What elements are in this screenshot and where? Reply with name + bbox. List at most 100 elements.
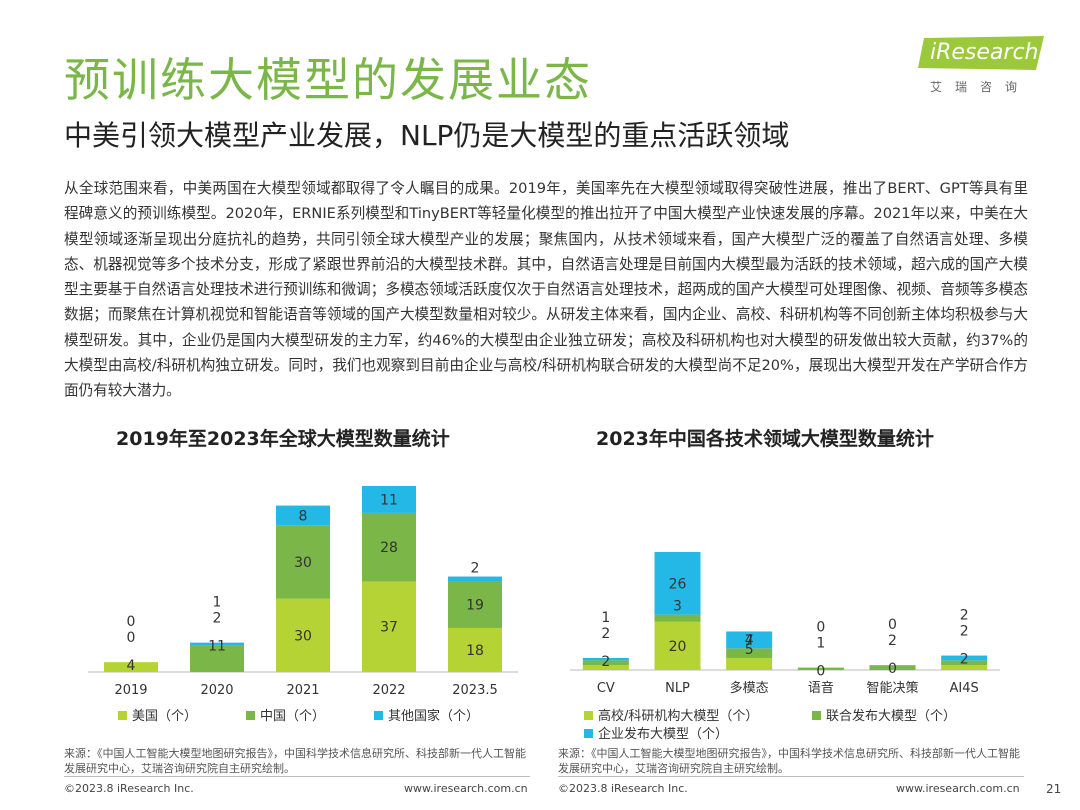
bar-segment-2022-series1 <box>362 581 416 672</box>
x-tick-多模态: 多模态 <box>730 680 769 696</box>
data-label-NLP-1: 26 <box>669 576 687 592</box>
data-label-语音-3: 0 <box>816 664 825 680</box>
legend-swatch-1 <box>584 711 593 720</box>
legend-swatch-2 <box>246 711 255 720</box>
intro-paragraph: 从全球范围来看，中美两国在大模型领域都取得了令人瞩目的成果。2019年，美国率先… <box>64 180 1028 400</box>
bar-segment-多模态-series3 <box>726 631 773 649</box>
data-label-智能决策-2: 2 <box>888 633 897 649</box>
bar-segment-NLP-series1 <box>654 621 701 670</box>
bar-segment-CV-series3 <box>582 657 629 661</box>
chart-title-global: 2019年至2023年全球大模型数量统计 <box>116 428 450 450</box>
x-tick-NLP: NLP <box>665 681 690 696</box>
data-label-CV-2: 2 <box>601 626 610 642</box>
legend-swatch-1 <box>118 711 127 720</box>
chart-title-china: 2023年中国各技术领域大模型数量统计 <box>596 428 934 450</box>
bar-segment-CV-series1 <box>582 665 629 670</box>
page-number: 21 <box>1046 782 1062 796</box>
page-subtitle: 中美引领大模型产业发展，NLP仍是大模型的重点活跃领域 <box>64 119 790 152</box>
x-tick-2019: 2019 <box>114 683 147 698</box>
data-label-AI4S-1: 2 <box>960 608 969 624</box>
data-label-智能决策-3: 0 <box>888 661 897 677</box>
bar-segment-2023.5-series3 <box>448 576 502 582</box>
bar-segment-2019-series1 <box>104 662 158 672</box>
x-tick-语音: 语音 <box>808 680 834 696</box>
logo-shape <box>918 36 1044 70</box>
data-label-2021-3: 30 <box>294 628 312 644</box>
data-label-多模态-2: 4 <box>745 632 754 648</box>
data-label-2021-1: 8 <box>299 508 308 524</box>
source-note-right: 来源：《中国人工智能大模型地图研究报告》，中国科学技术信息研究所、科技部新一代人… <box>558 747 1020 775</box>
footer-copyright-left: ©2023.8 iResearch Inc. <box>64 782 194 795</box>
bar-segment-2022-series3 <box>362 486 416 513</box>
data-label-语音-2: 1 <box>816 636 825 652</box>
source-note-left: 来源：《中国人工智能大模型地图研究报告》，中国科学技术信息研究所、科技部新一代人… <box>64 747 526 775</box>
bar-segment-AI4S-series1 <box>941 665 988 670</box>
legend-label-1: 高校/科研机构大模型（个） <box>598 708 758 724</box>
legend-label-1: 美国（个） <box>132 709 197 724</box>
chart-global-models: 0042019121120208303020211128372022219182… <box>88 486 518 724</box>
chart-china-domains: 122CV26320NLP745多模态010语音020智能决策222AI4S高校… <box>570 552 1000 742</box>
bar-segment-2021-series3 <box>276 505 330 526</box>
x-tick-2023.5: 2023.5 <box>452 683 498 698</box>
data-label-2019-3: 4 <box>127 658 136 674</box>
x-tick-AI4S: AI4S <box>950 681 979 696</box>
data-label-智能决策-1: 0 <box>888 617 897 633</box>
footer-url-left: www.iresearch.com.cn <box>404 782 528 795</box>
logo-subtitle: 艾瑞咨询 <box>930 80 1031 94</box>
footer-divider-right <box>558 776 1024 777</box>
footer-divider-left <box>64 776 530 777</box>
bar-segment-AI4S-series3 <box>941 655 988 661</box>
legend-label-2: 中国（个） <box>260 709 325 724</box>
legend-swatch-3 <box>374 711 383 720</box>
data-label-AI4S-3: 2 <box>960 652 969 668</box>
x-tick-2021: 2021 <box>286 683 319 698</box>
data-label-2022-2: 28 <box>380 540 398 556</box>
data-label-2021-2: 30 <box>294 555 312 571</box>
data-label-2023.5-1: 2 <box>471 561 480 577</box>
footer-copyright-right: ©2023.8 iResearch Inc. <box>558 782 688 795</box>
bar-segment-2022-series2 <box>362 512 416 582</box>
legend-label-2: 联合发布大模型（个） <box>826 708 956 724</box>
bar-segment-2023.5-series2 <box>448 581 502 628</box>
footer-url-right: www.iresearch.com.cn <box>896 782 1020 795</box>
bar-segment-智能决策-series2 <box>869 665 916 670</box>
x-tick-智能决策: 智能决策 <box>866 680 918 696</box>
data-label-2022-1: 11 <box>380 492 398 508</box>
legend-label-3: 企业发布大模型（个） <box>598 726 728 742</box>
bar-segment-2020-series2 <box>190 645 244 672</box>
data-label-2019-2: 0 <box>127 630 136 646</box>
iresearch-logo: iResearch 艾瑞咨询 <box>918 36 1058 96</box>
legend-label-3: 其他国家（个） <box>388 708 479 724</box>
data-label-2020-2: 2 <box>213 611 222 627</box>
bar-segment-2021-series2 <box>276 525 330 599</box>
bar-segment-NLP-series2 <box>654 614 701 622</box>
page-title: 预训练大模型的发展业态 <box>64 53 592 107</box>
data-label-NLP-3: 20 <box>669 639 687 655</box>
x-tick-CV: CV <box>597 681 615 696</box>
legend-swatch-3 <box>584 729 593 738</box>
data-label-2020-3: 11 <box>208 639 226 655</box>
bar-segment-CV-series2 <box>582 660 629 666</box>
bar-segment-2020-series3 <box>190 642 244 646</box>
x-tick-2022: 2022 <box>372 683 405 698</box>
x-tick-2020: 2020 <box>200 683 233 698</box>
bar-segment-多模态-series2 <box>726 648 773 658</box>
data-label-NLP-2: 3 <box>673 599 682 615</box>
data-label-2022-3: 37 <box>380 620 398 636</box>
data-label-CV-1: 1 <box>601 610 610 626</box>
data-label-2019-1: 0 <box>127 614 136 630</box>
data-label-2023.5-3: 18 <box>466 643 484 659</box>
data-label-2023.5-2: 19 <box>466 598 484 614</box>
bar-segment-多模态-series1 <box>726 657 773 670</box>
data-label-AI4S-2: 2 <box>960 624 969 640</box>
bar-segment-2021-series1 <box>276 598 330 672</box>
data-label-语音-1: 0 <box>816 620 825 636</box>
data-label-2020-1: 1 <box>213 595 222 611</box>
bar-segment-NLP-series3 <box>654 552 701 615</box>
logo-name: iResearch <box>930 40 1039 65</box>
bar-segment-2023.5-series1 <box>448 627 502 672</box>
legend-swatch-2 <box>812 711 821 720</box>
bar-segment-语音-series2 <box>797 667 844 670</box>
data-label-多模态-1: 7 <box>745 633 754 649</box>
data-label-CV-3: 2 <box>601 654 610 670</box>
